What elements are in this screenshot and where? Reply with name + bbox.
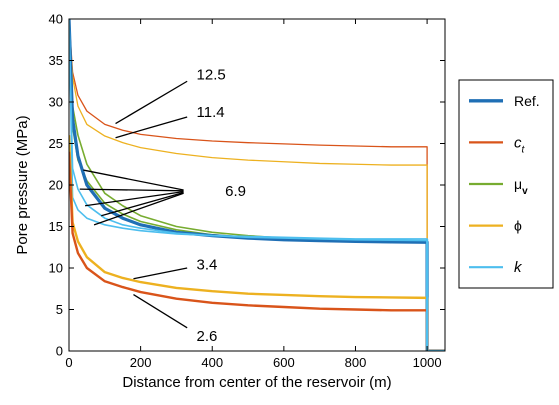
legend-label: k [514,259,523,276]
annotation-leader-4-0 [133,294,188,329]
series-line-k-c [426,238,445,351]
x-tick-label: 400 [201,355,223,370]
annotation-leader-1-0 [115,116,188,139]
series-line-phi-low [69,135,445,351]
annotation-leader-2-3 [101,191,184,217]
x-tick-label: 600 [273,355,295,370]
y-tick-label: 25 [49,136,63,151]
annotation-leader-3-0 [133,267,188,280]
legend-label: ct [514,134,526,155]
x-tick-label: 1000 [413,355,442,370]
legend-label: Ref. [514,93,540,109]
y-tick-label: 15 [49,219,63,234]
annotation-leader-2-0 [83,169,184,191]
series-line-ct-low [69,151,445,351]
annotation-label: 12.5 [197,67,226,84]
annotation-label: 6.9 [225,183,246,200]
y-tick-label: 20 [49,178,63,193]
annotation-leader-2-1 [79,188,184,192]
y-tick-label: 40 [49,12,63,27]
y-tick-label: 35 [49,53,63,68]
x-tick-label: 200 [130,355,152,370]
axis-ticks: 0 200 400 600 800 1000 0 5 10 15 20 25 30 35 40 [49,12,445,370]
y-tick-label: 0 [56,344,63,359]
x-tick-label: 0 [65,355,72,370]
y-axis-label: Pore pressure (MPa) [14,115,31,254]
y-tick-label: 10 [49,261,63,276]
annotation-label: 11.4 [197,104,225,121]
annotations: 12.5 11.4 6.9 3.4 2.6 [79,67,246,345]
x-tick-label: 800 [345,355,367,370]
y-tick-label: 30 [49,95,63,110]
series-line-phi-high [69,19,445,351]
annotation-leader-2-4 [93,192,184,226]
x-axis-label: Distance from center of the reservoir (m… [122,374,391,391]
y-tick-label: 5 [56,302,63,317]
annotation-leader-2-2 [85,190,184,207]
annotation-label: 2.6 [197,328,218,345]
series-line-k-b [69,19,445,351]
annotation-leader-0-0 [115,80,188,125]
annotation-label: 3.4 [197,257,218,274]
series-line-ct-high [69,19,445,351]
series-lines [69,19,445,351]
legend-label: ϕ [514,218,522,234]
